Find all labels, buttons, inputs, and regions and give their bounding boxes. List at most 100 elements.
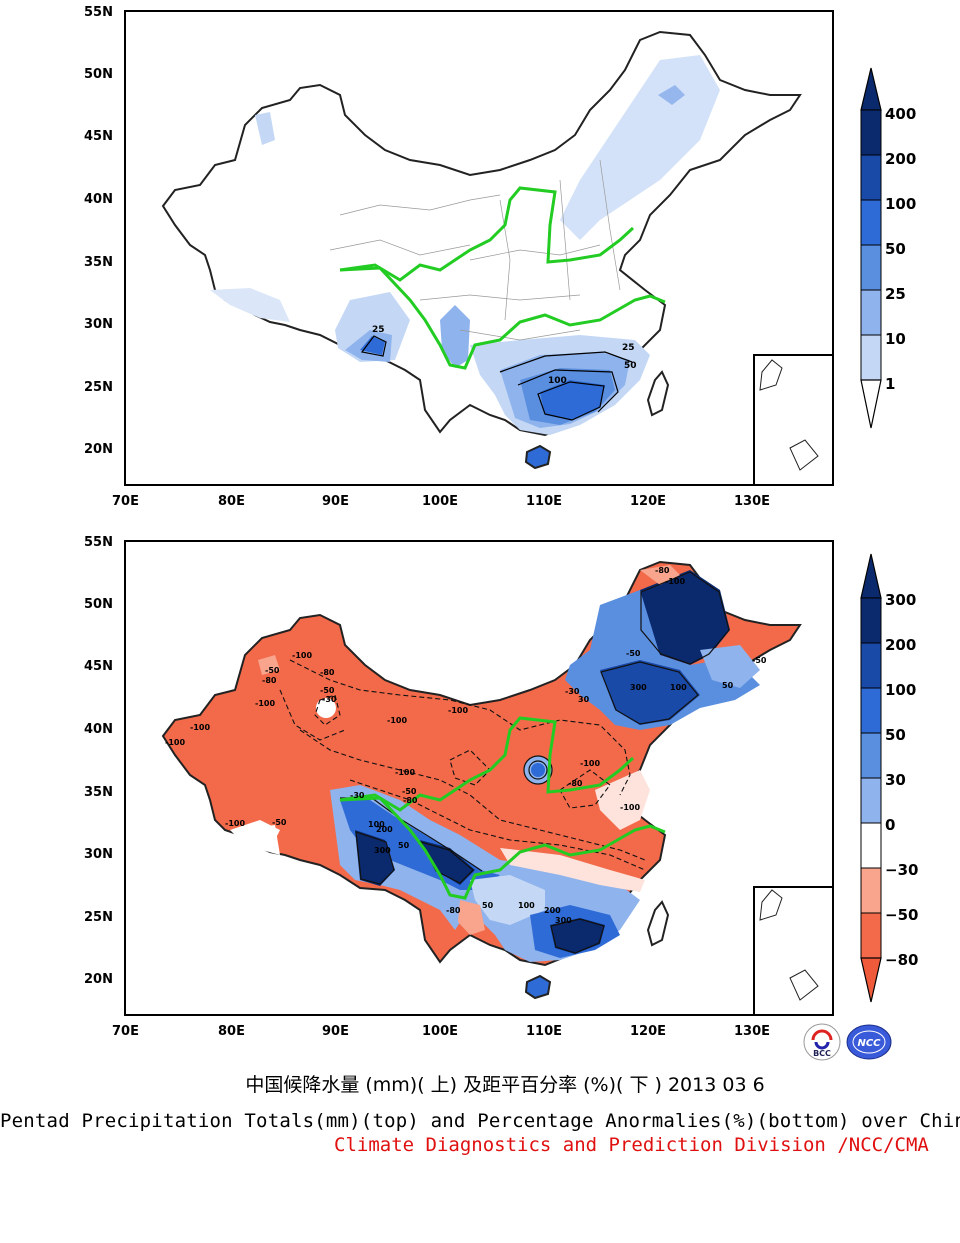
lon-tick-label: 130E <box>734 494 770 509</box>
lat-tick-label: 35N <box>84 785 113 800</box>
ncc-logo-text: NCC <box>857 1038 881 1049</box>
lat-tick-label: 55N <box>84 535 113 550</box>
lon-tick-label: 110E <box>526 1024 562 1039</box>
contour-label: -100 <box>665 577 685 586</box>
colorbar-swatch <box>860 334 882 381</box>
contour-label: 25 <box>622 343 635 353</box>
lat-tick-label: 20N <box>84 442 113 457</box>
contour-label: -100 <box>395 768 415 777</box>
colorbar-label: 300 <box>885 591 916 609</box>
lat-tick-label: 50N <box>84 67 113 82</box>
contour-label: -80 <box>568 779 583 788</box>
lat-tick-label: 50N <box>84 597 113 612</box>
bottom-map-panel: 55N 50N 45N 40N 35N 30N 25N 20N 70E 80E … <box>84 535 834 1039</box>
contour-label: -50 <box>320 686 335 695</box>
contour-label: -50 <box>626 649 641 658</box>
lon-tick-label: 100E <box>422 1024 458 1039</box>
contour-label: 30 <box>578 695 590 704</box>
colorbar-swatch <box>860 867 882 914</box>
contour-labels: -100 -50 -80 -50 -30 -100 -100 -80 -100 … <box>165 566 767 925</box>
contour-label: -100 <box>165 738 185 747</box>
contour-label: -80 <box>320 668 335 677</box>
contour-label: -50 <box>402 787 417 796</box>
lat-tick-label: 40N <box>84 192 113 207</box>
colorbar-swatch <box>860 777 882 824</box>
contour-label: 100 <box>368 820 385 829</box>
ncc-logo: NCC <box>846 1024 892 1060</box>
lon-tick-label: 70E <box>112 494 139 509</box>
contour-label: 25 <box>372 325 385 335</box>
colorbar-swatch <box>860 154 882 201</box>
hainan-island <box>524 444 552 470</box>
contour-label: 100 <box>548 376 567 386</box>
positive-contours <box>340 571 730 954</box>
colorbar-label: 0 <box>885 816 895 834</box>
colorbar-label: −50 <box>885 906 918 924</box>
colorbar-swatch <box>860 642 882 689</box>
lat-tick-label: 30N <box>84 847 113 862</box>
colorbar-label: −30 <box>885 861 918 879</box>
lat-tick-label: 45N <box>84 129 113 144</box>
south-china-sea-inset <box>753 886 834 1016</box>
contour-label: 300 <box>555 916 572 925</box>
contour-label: 100 <box>518 901 535 910</box>
colorbar-label: 1 <box>885 375 895 393</box>
contour-label: -50 <box>272 818 287 827</box>
contour-label: -80 <box>655 566 670 575</box>
contour-label: -100 <box>448 706 468 715</box>
colorbar-min-arrow <box>860 957 882 1003</box>
lon-tick-label: 90E <box>322 494 349 509</box>
contour-label: -50 <box>752 656 767 665</box>
contour-label: 50 <box>722 681 734 690</box>
lat-tick-label: 35N <box>84 255 113 270</box>
contour-label: 200 <box>376 825 393 834</box>
lat-tick-label: 25N <box>84 380 113 395</box>
taiwan-island <box>646 900 670 947</box>
colorbar-swatch <box>860 912 882 959</box>
colorbar-label: 200 <box>885 150 916 168</box>
contour-label: -50 <box>265 666 280 675</box>
lat-tick-label: 25N <box>84 910 113 925</box>
yellow-river <box>339 716 635 812</box>
contour-label: -100 <box>580 759 600 768</box>
contour-label: -100 <box>620 803 640 812</box>
yangtze-river <box>339 266 666 370</box>
colorbar-swatch <box>860 597 882 644</box>
colorbar-label: 25 <box>885 285 906 303</box>
lon-tick-label: 110E <box>526 494 562 509</box>
top-map-panel: 55N 50N 45N 40N 35N 30N 25N 20N 70E 80E … <box>84 5 834 509</box>
colorbar-label: 50 <box>885 240 906 258</box>
contour-label: -100 <box>387 716 407 725</box>
contour-label: -30 <box>350 791 365 800</box>
colorbar-swatch <box>860 687 882 734</box>
rivers <box>339 186 666 370</box>
colorbar-label: −80 <box>885 951 918 969</box>
contour-label: 300 <box>374 846 391 855</box>
lat-tick-label: 20N <box>84 972 113 987</box>
lon-tick-label: 80E <box>218 494 245 509</box>
yellow-river <box>339 186 635 282</box>
colorbar-label: 100 <box>885 195 916 213</box>
south-china-sea-inset <box>753 354 834 486</box>
colorbar-swatch <box>860 289 882 336</box>
colorbar-max-arrow <box>860 67 882 111</box>
province-borders <box>329 159 621 341</box>
lon-tick-label: 70E <box>112 1024 139 1039</box>
contour-label: -100 <box>255 699 275 708</box>
top-lat-ticks: 55N 50N 45N 40N 35N 30N 25N 20N <box>84 5 113 457</box>
bottom-lon-ticks: 70E 80E 90E 100E 110E 120E 130E <box>112 1024 770 1039</box>
taiwan-island <box>646 370 670 417</box>
colorbar-label: 50 <box>885 726 906 744</box>
contour-label: -30 <box>565 687 580 696</box>
contour-label: 100 <box>670 683 687 692</box>
colorbar-label: 100 <box>885 681 916 699</box>
contour-label: -80 <box>446 906 461 915</box>
contour-label: -30 <box>322 695 337 704</box>
lat-tick-label: 45N <box>84 659 113 674</box>
chart-credit: Climate Diagnostics and Prediction Divis… <box>334 1134 929 1156</box>
top-lon-ticks: 70E 80E 90E 100E 110E 120E 130E <box>112 494 770 509</box>
lat-tick-label: 30N <box>84 317 113 332</box>
colorbar-max-arrow <box>860 553 882 599</box>
yangtze-river <box>339 796 666 900</box>
colorbar-swatch <box>860 732 882 779</box>
